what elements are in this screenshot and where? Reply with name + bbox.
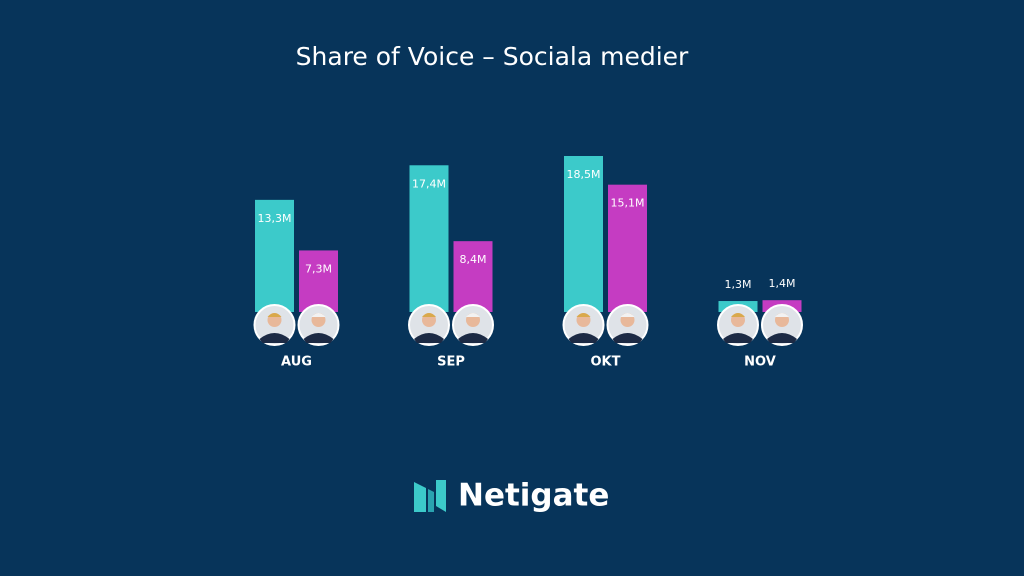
avatar [452, 304, 494, 346]
brand-name: Netigate [458, 478, 609, 514]
avatar-body [723, 333, 753, 343]
avatar-body [612, 333, 643, 343]
x-tick-label: OKT [591, 355, 621, 370]
bar [564, 156, 603, 312]
value-label: 1,3M [725, 278, 752, 291]
avatar [408, 304, 450, 346]
value-label: 18,5M [567, 168, 601, 181]
avatar-hair [775, 313, 789, 317]
avatar-hair [576, 313, 591, 317]
avatar-body [414, 333, 444, 343]
avatar-hair [422, 313, 436, 317]
avatar-body [259, 333, 290, 343]
avatar-hair [267, 313, 282, 317]
avatar [562, 304, 605, 346]
avatar-hair [731, 313, 745, 317]
x-tick-label: AUG [281, 355, 312, 370]
bar [299, 250, 338, 312]
bar [453, 241, 493, 312]
avatar [717, 304, 759, 346]
value-label: 13,3M [258, 212, 292, 225]
avatar [761, 304, 803, 346]
value-label: 15,1M [611, 197, 645, 210]
x-tick-label: SEP [437, 355, 465, 370]
avatar-body [568, 333, 599, 343]
avatar [253, 304, 296, 346]
avatar-hair [311, 313, 326, 317]
x-tick-label: NOV [744, 355, 776, 370]
avatar [606, 304, 649, 346]
logo-icon [414, 480, 446, 512]
bar [255, 199, 294, 312]
avatar-body [767, 333, 797, 343]
avatar-hair [466, 313, 480, 317]
bar [608, 184, 647, 312]
avatar-body [303, 333, 334, 343]
value-label: 8,4M [460, 253, 487, 266]
avatar [297, 304, 340, 346]
avatar-body [458, 333, 488, 343]
avatar-hair [620, 313, 635, 317]
chart-title: Share of Voice – Sociala medier [296, 42, 689, 71]
value-label: 1,4M [769, 277, 796, 290]
value-label: 7,3M [305, 262, 332, 275]
bar [409, 165, 449, 312]
value-label: 17,4M [412, 177, 446, 190]
